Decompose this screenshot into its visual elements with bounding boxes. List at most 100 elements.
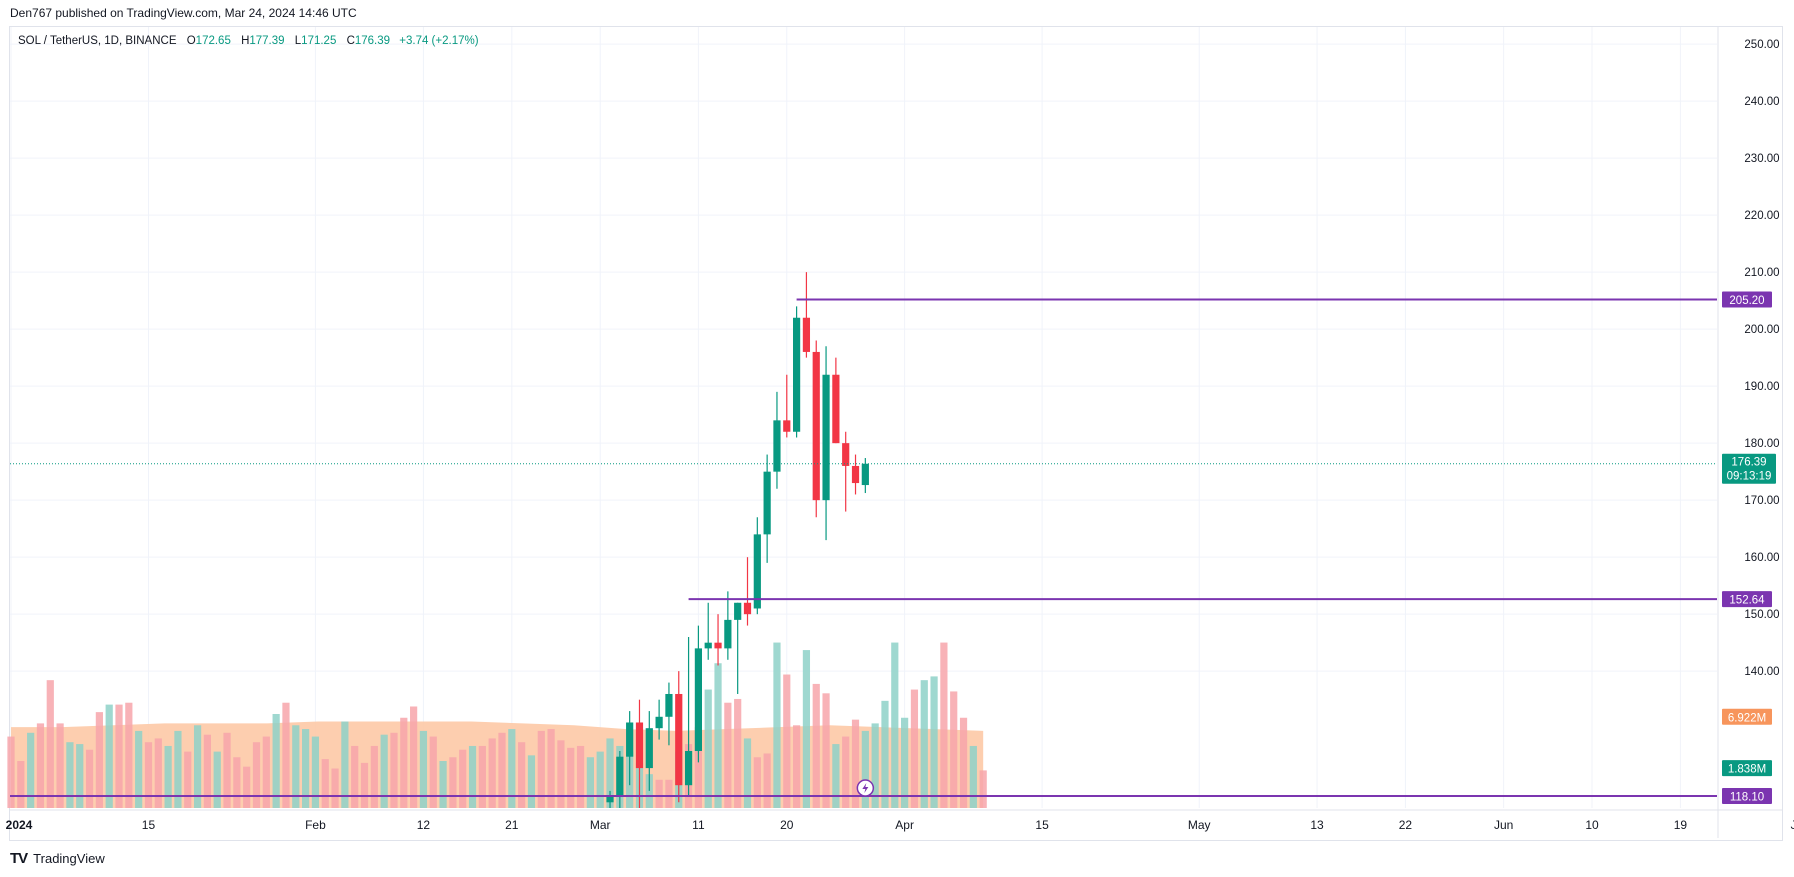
price-tick-label: 160.00 — [1744, 552, 1779, 564]
volume-bar — [871, 723, 879, 808]
ohlc-legend: SOL / TetherUS, 1D, BINANCE O172.65 H177… — [18, 35, 479, 47]
price-tick-label: 250.00 — [1744, 39, 1779, 51]
high-label: H — [241, 35, 250, 47]
volume-bar — [891, 642, 899, 808]
volume-bar — [390, 732, 398, 808]
candle-body — [842, 443, 850, 466]
volume-bar — [498, 732, 506, 808]
candle-body — [743, 602, 752, 615]
candle-body — [675, 693, 683, 786]
volume-bar — [596, 751, 604, 808]
level-label-resistance: 205.20 — [1729, 295, 1764, 307]
volume-bar — [655, 779, 663, 808]
candle-body — [714, 642, 722, 649]
candle-body — [832, 374, 840, 444]
volume-bar — [557, 740, 565, 808]
volume-bar — [842, 736, 850, 808]
level-tag-support — [1722, 591, 1772, 608]
volume-bar — [802, 650, 811, 808]
price-tick-label: 180.00 — [1744, 438, 1779, 450]
volume-bar — [321, 759, 329, 808]
volume-bar — [734, 698, 742, 808]
candle-body — [645, 728, 653, 769]
volume-bar — [743, 738, 752, 808]
volume-bar — [76, 744, 84, 808]
volume-bar — [822, 693, 830, 808]
volume-bar — [213, 751, 221, 808]
low-label: L — [294, 35, 302, 47]
last-price-tag — [1722, 453, 1776, 484]
price-tick-label: 170.00 — [1744, 495, 1779, 507]
volume-bar — [292, 725, 300, 808]
low-value: 171.25 — [301, 35, 337, 47]
volume-bar — [85, 749, 94, 808]
volume-bar — [243, 766, 251, 808]
volume-bar — [851, 719, 860, 808]
symbol-label[interactable]: SOL / TetherUS, 1D, BINANCE — [18, 35, 177, 47]
volume-bar — [950, 691, 958, 808]
time-tick-label: 15 — [1035, 818, 1049, 832]
volume-bar — [223, 732, 231, 808]
volume-bar — [959, 717, 968, 808]
volume-bar — [439, 761, 447, 808]
price-tick-label: 240.00 — [1744, 96, 1779, 108]
volume-bar — [832, 744, 840, 808]
volume-bar — [910, 689, 919, 808]
volume-bar — [793, 725, 801, 808]
tradingview-logo-icon: TV — [10, 850, 28, 867]
volume-bar — [478, 745, 486, 808]
countdown-label: 09:13:19 — [1727, 471, 1772, 483]
volume-bar — [714, 663, 722, 808]
time-tick-label: Apr — [895, 818, 914, 832]
volume-bar — [203, 734, 211, 808]
candles — [606, 272, 869, 808]
candle-body — [724, 619, 732, 649]
price-tick-label: 220.00 — [1744, 210, 1779, 222]
volume-bar — [518, 742, 526, 808]
volume-bar — [606, 738, 614, 808]
volume-bar — [881, 700, 889, 808]
volume-bar — [930, 676, 938, 808]
candle-body — [704, 642, 712, 649]
volume-bar — [508, 729, 516, 808]
candle-body — [802, 317, 811, 352]
time-tick-label: 20 — [780, 818, 794, 832]
price-chart[interactable]: 205.20 152.64 118.10 176.39 09:13:19 6.922M 1.… — [0, 0, 1794, 845]
volume-bar — [400, 717, 408, 808]
volume-bar — [17, 761, 25, 808]
candle-body — [793, 317, 801, 432]
level-label-support-low: 118.10 — [1730, 792, 1764, 804]
volume-bar — [164, 745, 172, 808]
volume-bar — [763, 753, 771, 808]
open-label: O — [186, 35, 196, 47]
volume-bar — [468, 745, 477, 808]
volume-bar — [27, 732, 35, 808]
time-tick-label: 13 — [1310, 818, 1324, 832]
volume-bar — [302, 729, 310, 808]
volume-bar — [370, 745, 378, 808]
volume-bar — [783, 674, 791, 808]
published-note: Den767 published on TradingView.com, Mar… — [10, 6, 357, 20]
volume-bar — [115, 704, 123, 808]
candle-body — [783, 420, 791, 432]
price-tick-label: 200.00 — [1744, 324, 1779, 336]
tradingview-footer[interactable]: TV TradingView — [10, 850, 105, 867]
candle-body — [851, 465, 860, 484]
volume-bar — [56, 723, 64, 808]
time-tick-label: 11 — [692, 818, 705, 832]
volume-bar — [488, 738, 496, 808]
volume-bar — [272, 714, 280, 808]
volume-bar — [753, 757, 761, 808]
time-tick-label: Jul — [1791, 818, 1794, 832]
volume-bar — [586, 757, 594, 808]
close-value: 176.39 — [354, 35, 391, 47]
volume-bar — [66, 742, 74, 808]
volume-bar — [537, 730, 545, 808]
volume-tag-label: 1.838M — [1728, 764, 1766, 776]
volume-bar — [567, 747, 575, 808]
volume-bar — [46, 680, 54, 808]
time-tick-label: 22 — [1399, 818, 1413, 832]
price-tick-label: 150.00 — [1744, 609, 1779, 621]
candle-body — [694, 648, 702, 751]
grid — [10, 27, 1717, 808]
